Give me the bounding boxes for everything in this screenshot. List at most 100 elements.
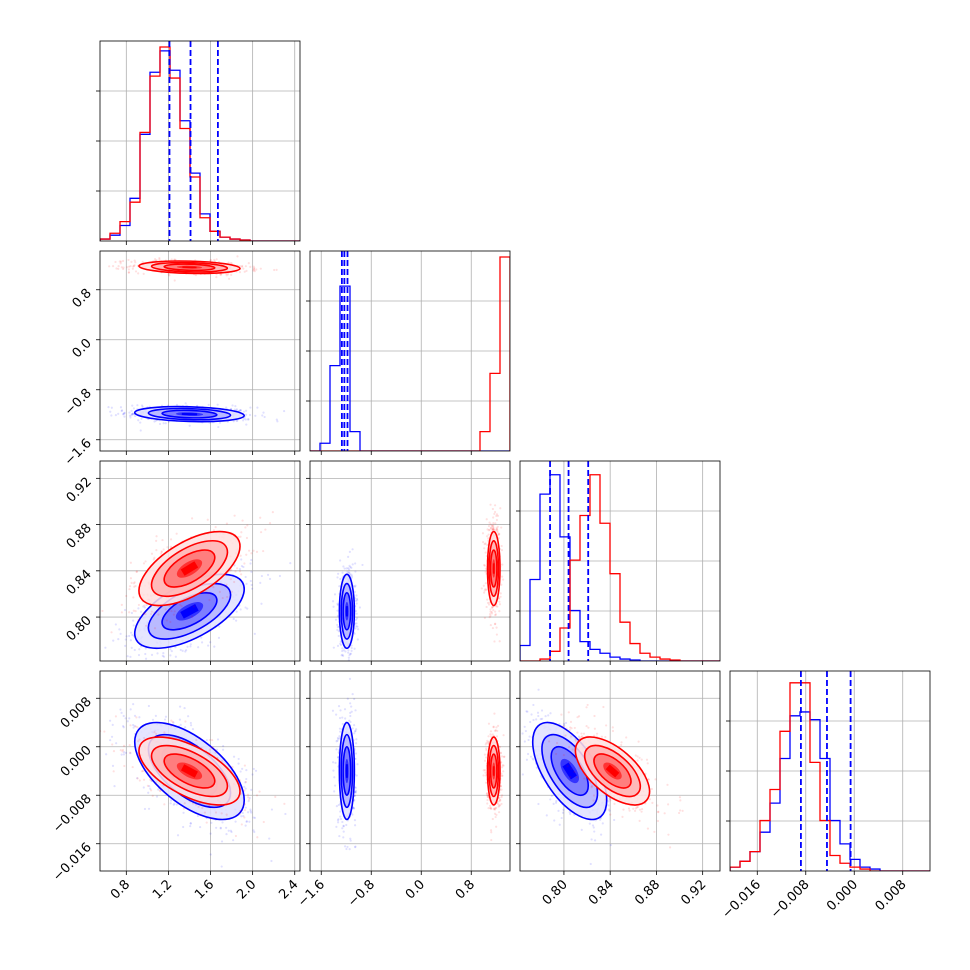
scatter-point bbox=[142, 611, 146, 615]
scatter-point bbox=[239, 535, 242, 538]
density-peak bbox=[180, 603, 199, 619]
scatter-point bbox=[493, 640, 496, 643]
panel-frame bbox=[99, 670, 301, 872]
scatter-point bbox=[162, 422, 165, 425]
scatter-point bbox=[484, 582, 487, 585]
scatter-point bbox=[225, 813, 228, 816]
scatter-point bbox=[353, 732, 356, 735]
scatter-point bbox=[350, 646, 353, 650]
scatter-point bbox=[331, 600, 335, 603]
scatter-point bbox=[250, 558, 253, 562]
scatter-point bbox=[250, 552, 253, 555]
scatter-point bbox=[332, 646, 335, 649]
scatter-point bbox=[119, 262, 122, 265]
scatter-point bbox=[354, 627, 357, 630]
scatter-point bbox=[117, 637, 120, 641]
scatter-point bbox=[356, 625, 359, 628]
scatter-point bbox=[349, 711, 352, 715]
scatter-point bbox=[498, 603, 502, 606]
scatter-point bbox=[244, 409, 248, 412]
scatter-point bbox=[122, 753, 125, 756]
scatter-point bbox=[131, 412, 135, 415]
scatter-point bbox=[271, 511, 274, 514]
scatter-point bbox=[350, 710, 353, 713]
scatter-point bbox=[276, 420, 279, 423]
scatter-point bbox=[233, 408, 236, 411]
scatter-point bbox=[341, 647, 344, 650]
scatter-point bbox=[486, 598, 489, 601]
scatter-point bbox=[248, 413, 252, 417]
scatter-point bbox=[149, 787, 152, 790]
scatter-point bbox=[275, 268, 278, 272]
scatter-point bbox=[218, 421, 222, 424]
scatter-point bbox=[228, 765, 231, 768]
scatter-point bbox=[355, 612, 358, 615]
scatter-point bbox=[219, 826, 222, 829]
scatter-point bbox=[240, 823, 243, 826]
scatter-point bbox=[238, 409, 241, 412]
scatter-point bbox=[150, 789, 153, 792]
scatter-point bbox=[134, 261, 137, 264]
scatter-point bbox=[182, 807, 185, 810]
scatter-point bbox=[342, 836, 345, 839]
scatter-point bbox=[242, 419, 245, 422]
scatter-point bbox=[248, 796, 251, 800]
scatter-point bbox=[355, 594, 358, 597]
scatter-point bbox=[115, 742, 118, 745]
scatter-point bbox=[137, 272, 140, 275]
scatter-point bbox=[338, 735, 341, 738]
scatter-point bbox=[128, 414, 132, 417]
scatter-point bbox=[245, 768, 248, 772]
scatter-point bbox=[244, 526, 247, 529]
scatter-point bbox=[492, 526, 495, 529]
scatter-point bbox=[135, 570, 138, 573]
scatter-point bbox=[487, 524, 491, 528]
scatter-point bbox=[207, 403, 210, 406]
scatter-point bbox=[349, 714, 352, 718]
scatter-point bbox=[481, 532, 485, 535]
scatter-point bbox=[127, 271, 131, 274]
scatter-point bbox=[154, 714, 157, 717]
scatter-point bbox=[268, 837, 271, 840]
scatter-point bbox=[261, 414, 264, 417]
scatter-point bbox=[214, 811, 218, 814]
scatter-point bbox=[355, 602, 358, 605]
scatter-point bbox=[338, 727, 342, 730]
scatter-point bbox=[240, 573, 243, 576]
scatter-point bbox=[138, 779, 141, 782]
scatter-point bbox=[274, 795, 277, 799]
scatter-point bbox=[356, 628, 360, 631]
scatter-point bbox=[491, 528, 494, 531]
scatter-point bbox=[225, 272, 228, 275]
scatter-point bbox=[128, 717, 131, 720]
scatter-point bbox=[111, 764, 115, 767]
scatter-point bbox=[120, 611, 123, 614]
scatter-point bbox=[199, 813, 202, 816]
x-tick-label: 0.8 bbox=[108, 877, 133, 902]
scatter-point bbox=[349, 702, 352, 705]
scatter-point bbox=[258, 790, 261, 793]
scatter-point bbox=[115, 267, 118, 270]
scatter-point bbox=[171, 720, 174, 724]
scatter-point bbox=[112, 749, 116, 753]
scatter-point bbox=[110, 414, 113, 417]
scatter-point bbox=[244, 824, 247, 827]
scatter-point bbox=[185, 649, 188, 652]
scatter-point bbox=[215, 826, 218, 829]
scatter-point bbox=[350, 649, 353, 652]
scatter-point bbox=[246, 796, 250, 799]
scatter-point bbox=[150, 610, 153, 613]
scatter-point bbox=[138, 618, 141, 621]
scatter-point bbox=[490, 612, 493, 615]
scatter-point bbox=[129, 265, 132, 268]
scatter-point bbox=[159, 789, 162, 792]
scatter-point bbox=[129, 639, 132, 642]
scatter-point bbox=[129, 708, 132, 711]
scatter-point bbox=[339, 642, 342, 645]
scatter-point bbox=[123, 411, 126, 415]
scatter-point bbox=[119, 749, 122, 752]
y-tick-label: 0.88 bbox=[64, 521, 95, 552]
scatter-point bbox=[480, 587, 483, 590]
scatter-point bbox=[200, 636, 203, 639]
scatter-point bbox=[355, 728, 358, 731]
